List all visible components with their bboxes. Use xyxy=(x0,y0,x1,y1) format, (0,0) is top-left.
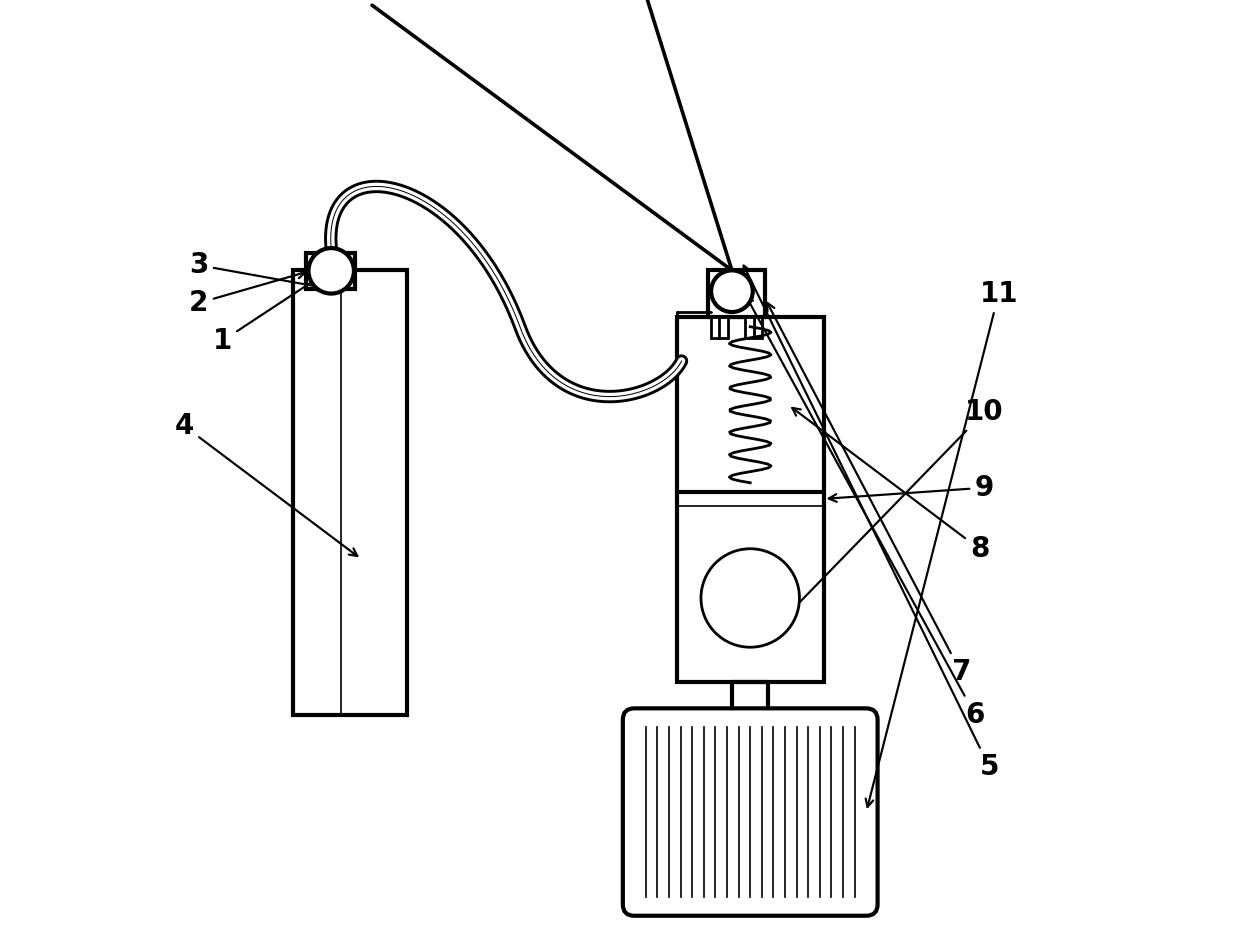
Text: 3: 3 xyxy=(188,251,325,291)
Text: 2: 2 xyxy=(188,271,305,317)
Text: 7: 7 xyxy=(768,303,971,687)
Text: 6: 6 xyxy=(745,295,985,729)
Text: 1: 1 xyxy=(212,269,331,355)
Circle shape xyxy=(701,548,800,647)
Bar xyxy=(677,317,823,682)
FancyBboxPatch shape xyxy=(622,708,878,916)
Bar xyxy=(294,270,407,715)
Bar xyxy=(745,317,763,338)
Text: 11: 11 xyxy=(866,279,1018,807)
Text: 8: 8 xyxy=(792,408,990,563)
Text: 10: 10 xyxy=(789,398,1004,614)
Circle shape xyxy=(711,271,753,313)
Bar xyxy=(708,270,765,317)
Text: 5: 5 xyxy=(744,265,999,781)
Text: 9: 9 xyxy=(828,474,994,502)
Circle shape xyxy=(309,248,353,294)
Text: 4: 4 xyxy=(175,412,357,556)
Bar xyxy=(305,253,355,289)
Bar xyxy=(711,317,728,338)
